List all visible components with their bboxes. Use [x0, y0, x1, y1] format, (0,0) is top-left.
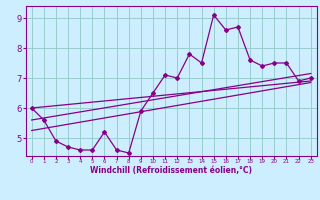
X-axis label: Windchill (Refroidissement éolien,°C): Windchill (Refroidissement éolien,°C)	[90, 166, 252, 175]
